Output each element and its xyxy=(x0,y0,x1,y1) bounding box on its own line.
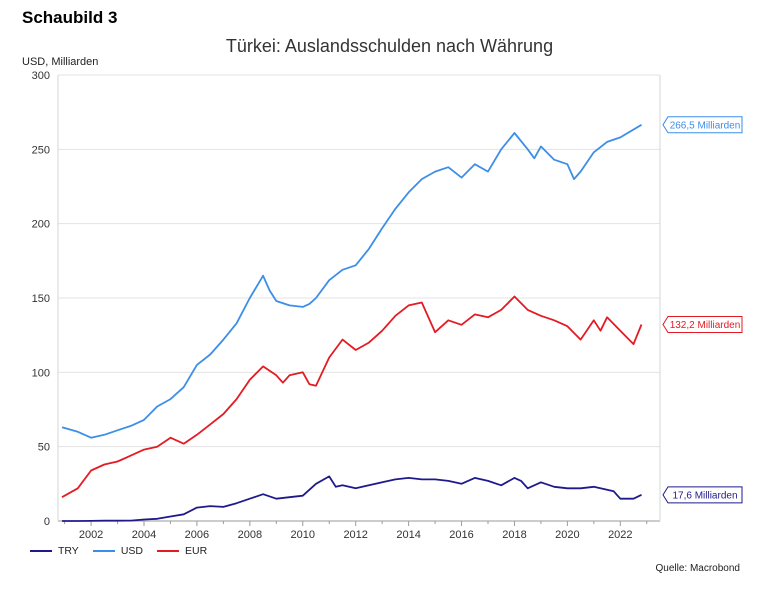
y-tick-label-300: 300 xyxy=(32,70,50,82)
legend-item-eur: EUR xyxy=(156,545,208,557)
x-tick-label-2016: 2016 xyxy=(449,529,473,541)
end-label-text-try: 17,6 Milliarden xyxy=(672,490,737,501)
source-note: Quelle: Macrobond xyxy=(655,563,741,574)
x-tick-label-2006: 2006 xyxy=(185,529,209,541)
y-tick-label-200: 200 xyxy=(32,219,50,231)
x-tick-label-2004: 2004 xyxy=(132,529,156,541)
end-label-usd: 266,5 Milliarden xyxy=(662,116,743,134)
x-tick-label-2022: 2022 xyxy=(608,529,632,541)
end-label-box-usd xyxy=(662,116,743,134)
x-tick-label-2002: 2002 xyxy=(79,529,103,541)
end-label-eur: 132,2 Milliarden xyxy=(662,315,743,333)
y-tick-label-150: 150 xyxy=(32,293,50,305)
x-tick-label-2012: 2012 xyxy=(343,529,367,541)
series-line-eur xyxy=(61,295,643,498)
y-tick-label-100: 100 xyxy=(32,367,50,379)
x-tick-label-2008: 2008 xyxy=(238,529,262,541)
legend-label-try: TRY xyxy=(58,545,79,557)
figure-label: Schaubild 3 xyxy=(22,8,118,27)
legend-label-usd: USD xyxy=(120,545,143,557)
y-tick-label-0: 0 xyxy=(44,516,50,528)
y-tick-label-250: 250 xyxy=(32,144,50,156)
legend-label-eur: EUR xyxy=(184,545,208,557)
x-tick-label-2014: 2014 xyxy=(396,529,420,541)
series-line-try xyxy=(62,475,642,522)
legend-swatch-try xyxy=(30,549,52,553)
x-tick-label-2018: 2018 xyxy=(502,529,526,541)
end-label-text-eur: 132,2 Milliarden xyxy=(670,320,741,331)
end-label-box-eur xyxy=(662,315,743,333)
x-tick-label-2010: 2010 xyxy=(291,529,315,541)
chart-legend: TRY USD EUR xyxy=(30,545,207,557)
legend-swatch-eur xyxy=(156,549,179,553)
chart-title: Türkei: Auslandsschulden nach Währung xyxy=(225,36,554,56)
series-line-usd xyxy=(61,124,642,439)
end-label-text-usd: 266,5 Milliarden xyxy=(670,120,741,131)
y-tick-label-50: 50 xyxy=(38,442,50,454)
y-axis-unit-label: USD, Milliarden xyxy=(22,56,99,68)
legend-item-usd: USD xyxy=(92,545,143,557)
end-label-try: 17,6 Milliarden xyxy=(662,486,743,504)
end-label-box-try xyxy=(662,486,743,504)
legend-item-try: TRY xyxy=(30,545,79,557)
legend-swatch-usd xyxy=(92,549,115,553)
x-tick-label-2020: 2020 xyxy=(555,529,579,541)
